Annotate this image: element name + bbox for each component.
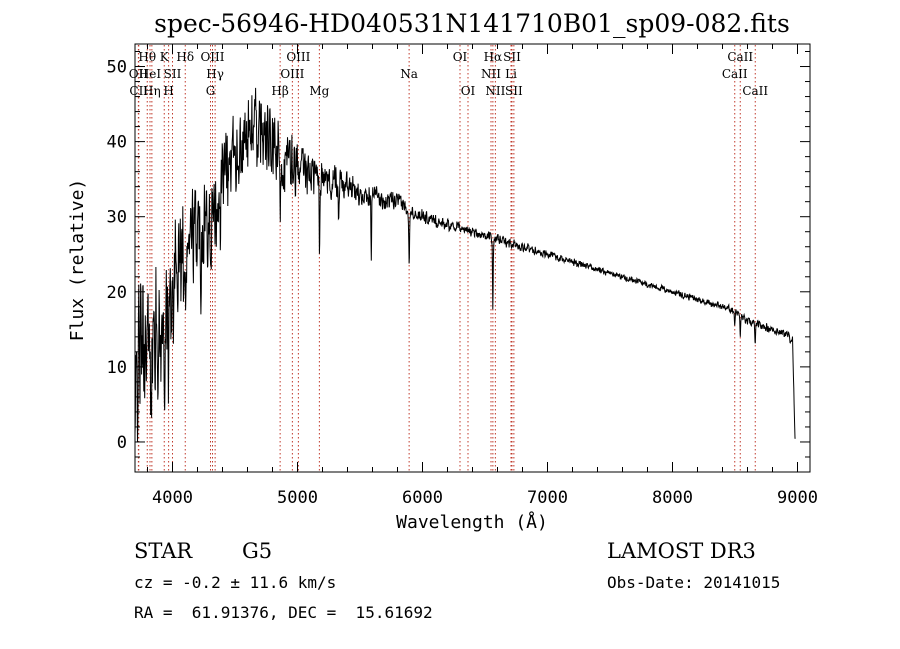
- y-tick-label: 50: [107, 58, 127, 78]
- chart-title: spec-56946-HD040531N141710B01_sp09-082.f…: [154, 9, 790, 38]
- spectral-line-label: CaII: [722, 67, 748, 81]
- spectral-line-label: OIII: [280, 67, 304, 81]
- spectral-line-label: Hγ: [206, 67, 224, 81]
- spectral-line-label: OII: [129, 67, 149, 81]
- spectral-line-label: HeI: [139, 67, 162, 81]
- spectrum-line: [134, 87, 796, 443]
- x-tick-label: 8000: [652, 488, 693, 508]
- spectral-line-label: G: [206, 84, 216, 98]
- spectral-line-label: OI: [461, 84, 476, 98]
- observation-date: Obs-Date: 20141015: [607, 573, 781, 592]
- spectral-line-label: Li: [505, 67, 517, 81]
- spectral-line-label: OI: [453, 50, 468, 64]
- spectral-line-markers: [137, 45, 756, 471]
- spectral-line-labels: Hθ OII CII HeI Hη K H SII Hδ OIII Hγ G Hβ OIII OIII Mg N…: [129, 50, 769, 98]
- x-tick-label: 7000: [527, 488, 568, 508]
- y-tick-label: 0: [117, 433, 127, 453]
- sky-coordinates: RA = 61.91376, DEC = 15.61692: [134, 603, 433, 622]
- spectral-line-label: Mg: [309, 84, 329, 98]
- x-axis-ticks: 4000 5000 6000 7000 8000 9000: [147, 44, 818, 508]
- spectral-line-label: NII: [485, 84, 505, 98]
- spectral-line-label: NII: [481, 67, 501, 81]
- x-tick-label: 6000: [402, 488, 443, 508]
- spectral-line-label: K: [160, 50, 170, 64]
- spectral-line-label: H: [163, 84, 173, 98]
- y-tick-label: 40: [107, 133, 127, 153]
- spectral-line-label: Hη: [143, 84, 161, 98]
- plot-frame: [134, 43, 811, 473]
- spectral-line-label: Hδ: [176, 50, 194, 64]
- object-class: STAR: [134, 539, 193, 563]
- y-tick-label: 20: [107, 283, 127, 303]
- spectral-line-label: Hα: [484, 50, 503, 64]
- spectral-line-label: SII: [503, 50, 521, 64]
- spectral-line-label: SII: [164, 67, 182, 81]
- x-axis-label: Wavelength (Å): [396, 511, 548, 533]
- object-subclass: G5: [242, 539, 273, 563]
- spectral-line-label: Hβ: [271, 84, 288, 98]
- y-tick-label: 30: [107, 208, 127, 228]
- redshift-value: cz = -0.2 ± 11.6 km/s: [134, 573, 337, 592]
- spectral-line-label: Na: [400, 67, 418, 81]
- spectral-line-label: CaII: [742, 84, 768, 98]
- y-tick-label: 10: [107, 358, 127, 378]
- spectral-line-label: CaII: [727, 50, 753, 64]
- x-tick-label: 4000: [152, 488, 193, 508]
- spectral-line-label: OIII: [200, 50, 224, 64]
- spectral-line-label: OIII: [286, 50, 310, 64]
- y-axis-ticks: 0 10 20 30 40 50: [107, 51, 810, 458]
- survey-name: LAMOST DR3: [607, 539, 756, 563]
- spectral-line-label: CII: [129, 84, 148, 98]
- y-axis-label: Flux (relative): [67, 179, 88, 342]
- spectral-line-label: SII: [505, 84, 523, 98]
- spectral-line-label: Hθ: [138, 50, 156, 64]
- x-tick-label: 9000: [777, 488, 818, 508]
- x-tick-label: 5000: [277, 488, 318, 508]
